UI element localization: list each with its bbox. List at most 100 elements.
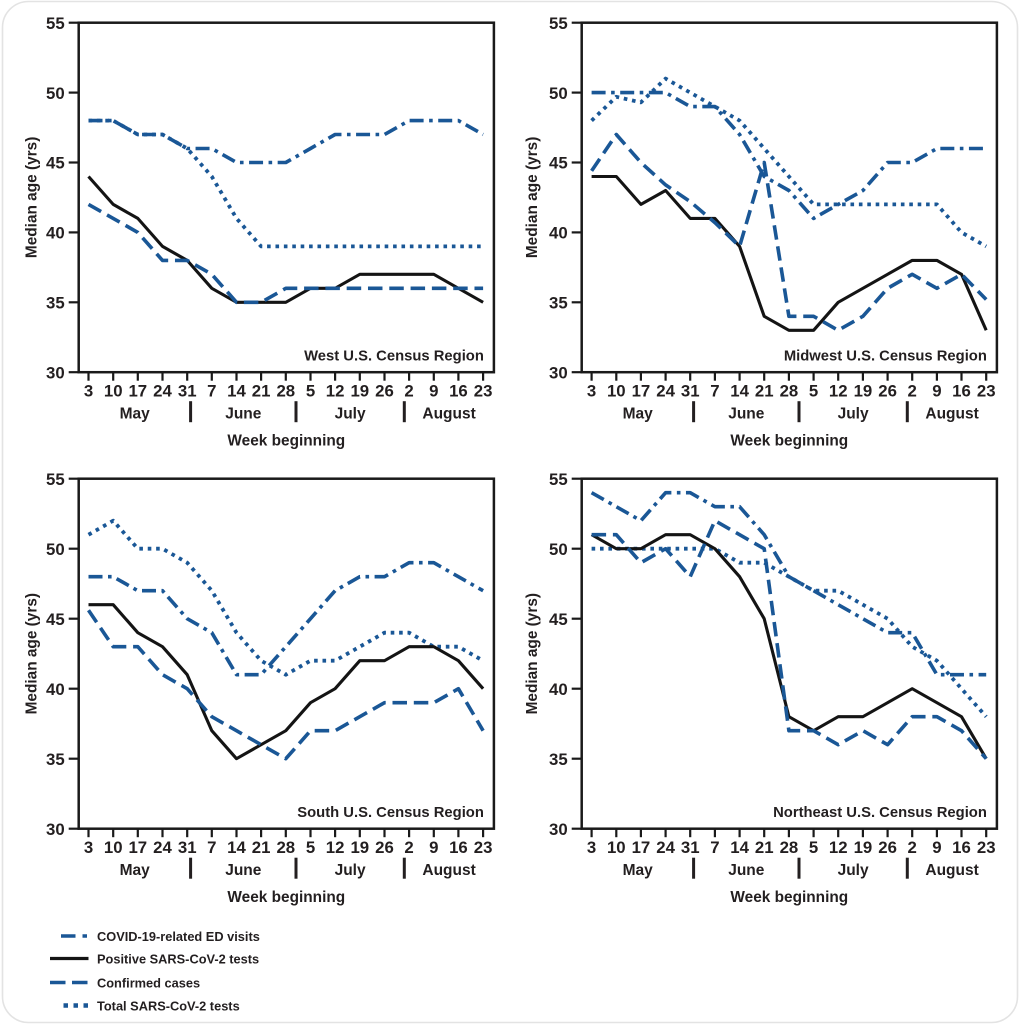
svg-text:9: 9 xyxy=(429,838,438,857)
svg-text:26: 26 xyxy=(375,381,394,400)
svg-text:17: 17 xyxy=(128,381,147,400)
svg-text:17: 17 xyxy=(632,838,651,857)
svg-text:31: 31 xyxy=(178,838,197,857)
svg-text:Median age (yrs): Median age (yrs) xyxy=(24,137,41,258)
svg-text:Median age (yrs): Median age (yrs) xyxy=(24,593,41,714)
svg-text:Northeast U.S. Census Region: Northeast U.S. Census Region xyxy=(773,805,987,821)
svg-text:July: July xyxy=(335,406,366,423)
svg-text:40: 40 xyxy=(549,680,568,699)
svg-text:17: 17 xyxy=(632,381,651,400)
svg-text:August: August xyxy=(925,406,978,423)
svg-text:40: 40 xyxy=(46,680,65,699)
svg-text:14: 14 xyxy=(227,838,246,857)
svg-text:May: May xyxy=(623,862,654,879)
svg-text:Week beginning: Week beginning xyxy=(730,432,848,449)
svg-text:May: May xyxy=(120,862,151,879)
svg-text:21: 21 xyxy=(755,838,774,857)
svg-text:10: 10 xyxy=(607,381,626,400)
svg-text:40: 40 xyxy=(46,224,65,243)
svg-text:50: 50 xyxy=(549,84,568,103)
svg-text:28: 28 xyxy=(276,838,295,857)
svg-text:26: 26 xyxy=(878,381,897,400)
svg-text:COVID-19-related ED visits: COVID-19-related ED visits xyxy=(97,929,260,944)
svg-text:May: May xyxy=(623,406,654,423)
svg-text:12: 12 xyxy=(829,838,848,857)
svg-text:12: 12 xyxy=(829,381,848,400)
svg-text:Week beginning: Week beginning xyxy=(227,889,345,906)
svg-text:Total SARS-CoV-2 tests: Total SARS-CoV-2 tests xyxy=(97,999,240,1014)
svg-text:31: 31 xyxy=(681,381,700,400)
svg-text:30: 30 xyxy=(549,820,568,839)
svg-text:June: June xyxy=(728,406,765,423)
svg-text:9: 9 xyxy=(932,381,941,400)
svg-text:August: August xyxy=(422,862,475,879)
svg-text:16: 16 xyxy=(449,381,468,400)
svg-text:35: 35 xyxy=(549,750,568,769)
svg-text:Median age (yrs): Median age (yrs) xyxy=(524,137,541,258)
svg-text:5: 5 xyxy=(306,838,315,857)
svg-text:45: 45 xyxy=(46,610,65,629)
svg-text:55: 55 xyxy=(549,470,568,489)
svg-text:June: June xyxy=(225,406,262,423)
svg-text:2: 2 xyxy=(404,838,413,857)
svg-text:2: 2 xyxy=(908,381,917,400)
svg-text:50: 50 xyxy=(46,84,65,103)
svg-text:45: 45 xyxy=(549,154,568,173)
svg-text:16: 16 xyxy=(952,381,971,400)
svg-text:9: 9 xyxy=(429,381,438,400)
svg-text:South U.S. Census Region: South U.S. Census Region xyxy=(297,805,484,821)
svg-text:3: 3 xyxy=(84,838,93,857)
svg-text:10: 10 xyxy=(607,838,626,857)
svg-text:7: 7 xyxy=(710,381,719,400)
svg-text:19: 19 xyxy=(854,381,873,400)
svg-text:23: 23 xyxy=(474,381,493,400)
svg-text:2: 2 xyxy=(404,381,413,400)
svg-text:28: 28 xyxy=(780,838,799,857)
svg-text:7: 7 xyxy=(207,838,216,857)
svg-text:Confirmed cases: Confirmed cases xyxy=(97,976,200,991)
svg-text:August: August xyxy=(422,406,475,423)
svg-text:19: 19 xyxy=(350,838,369,857)
svg-text:10: 10 xyxy=(104,838,123,857)
svg-text:28: 28 xyxy=(276,381,295,400)
svg-text:24: 24 xyxy=(656,838,675,857)
svg-text:26: 26 xyxy=(375,838,394,857)
svg-text:30: 30 xyxy=(549,363,568,382)
svg-text:31: 31 xyxy=(178,381,197,400)
svg-text:19: 19 xyxy=(854,838,873,857)
svg-text:19: 19 xyxy=(350,381,369,400)
svg-text:24: 24 xyxy=(153,838,172,857)
svg-text:5: 5 xyxy=(809,381,818,400)
svg-text:24: 24 xyxy=(656,381,675,400)
svg-text:12: 12 xyxy=(326,381,345,400)
svg-text:14: 14 xyxy=(227,381,246,400)
svg-text:35: 35 xyxy=(46,750,65,769)
svg-text:31: 31 xyxy=(681,838,700,857)
svg-text:17: 17 xyxy=(128,838,147,857)
svg-text:3: 3 xyxy=(587,838,596,857)
svg-text:7: 7 xyxy=(710,838,719,857)
svg-text:5: 5 xyxy=(809,838,818,857)
svg-text:23: 23 xyxy=(977,381,996,400)
svg-text:23: 23 xyxy=(474,838,493,857)
svg-text:June: June xyxy=(728,862,765,879)
svg-text:12: 12 xyxy=(326,838,345,857)
svg-text:30: 30 xyxy=(46,820,65,839)
svg-text:16: 16 xyxy=(952,838,971,857)
svg-text:21: 21 xyxy=(252,838,271,857)
svg-text:7: 7 xyxy=(207,381,216,400)
svg-text:21: 21 xyxy=(252,381,271,400)
svg-text:50: 50 xyxy=(549,540,568,559)
svg-text:40: 40 xyxy=(549,224,568,243)
svg-text:55: 55 xyxy=(46,470,65,489)
svg-text:16: 16 xyxy=(449,838,468,857)
svg-text:10: 10 xyxy=(104,381,123,400)
svg-text:August: August xyxy=(925,862,978,879)
svg-text:30: 30 xyxy=(46,363,65,382)
svg-text:28: 28 xyxy=(780,381,799,400)
svg-text:35: 35 xyxy=(549,294,568,313)
svg-text:Week beginning: Week beginning xyxy=(227,432,345,449)
svg-text:May: May xyxy=(120,406,151,423)
svg-text:14: 14 xyxy=(730,838,749,857)
svg-text:26: 26 xyxy=(878,838,897,857)
